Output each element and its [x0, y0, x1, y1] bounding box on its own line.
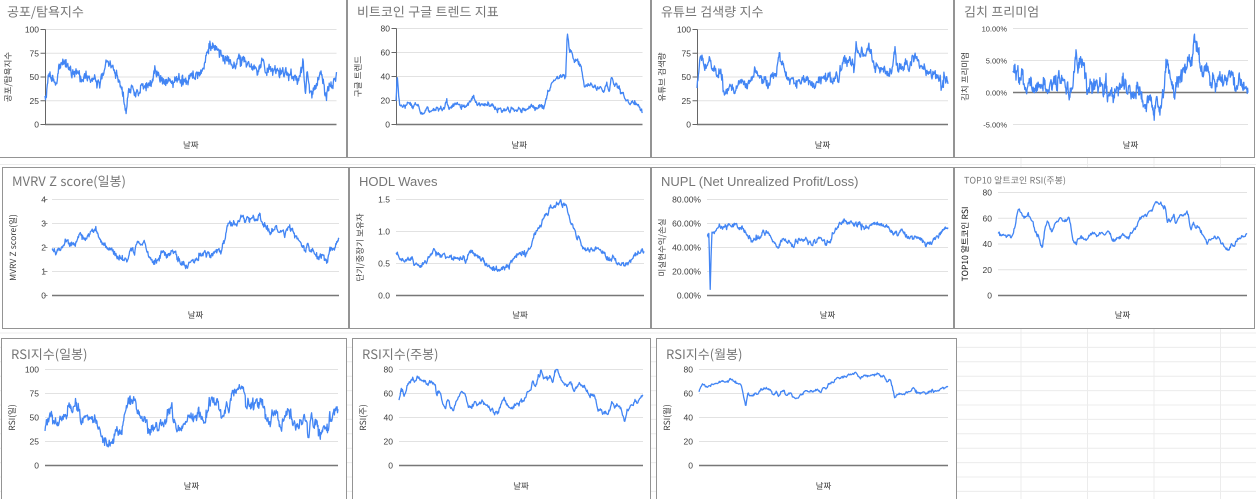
svg-text:2: 2: [41, 243, 46, 253]
svg-text:10.00%: 10.00%: [982, 25, 1008, 34]
svg-text:NUPL (Net Unrealized Profit/Lo: NUPL (Net Unrealized Profit/Loss): [661, 174, 858, 189]
svg-text:0: 0: [686, 120, 691, 130]
svg-text:4: 4: [41, 195, 46, 205]
svg-text:1.0: 1.0: [378, 227, 390, 237]
svg-text:0.0: 0.0: [378, 291, 390, 301]
svg-text:25: 25: [30, 437, 40, 447]
svg-text:-5.00%: -5.00%: [983, 121, 1007, 130]
svg-text:80: 80: [983, 188, 993, 198]
svg-text:80: 80: [381, 24, 391, 34]
svg-text:60.00%: 60.00%: [672, 219, 701, 229]
svg-text:1.5: 1.5: [378, 195, 390, 205]
svg-text:25: 25: [30, 96, 40, 106]
svg-text:3: 3: [41, 219, 46, 229]
svg-text:0: 0: [41, 291, 46, 301]
svg-text:100: 100: [25, 25, 39, 35]
svg-text:0.5: 0.5: [378, 259, 390, 269]
svg-text:80: 80: [384, 365, 394, 375]
svg-text:0: 0: [688, 461, 693, 471]
svg-text:25: 25: [682, 96, 692, 106]
svg-text:60: 60: [381, 48, 391, 58]
svg-text:50: 50: [30, 72, 40, 82]
svg-text:20: 20: [384, 437, 394, 447]
svg-text:20.00%: 20.00%: [672, 267, 701, 277]
svg-text:40: 40: [684, 413, 694, 423]
svg-text:20: 20: [983, 265, 993, 275]
svg-text:60: 60: [983, 213, 993, 223]
svg-text:40: 40: [384, 413, 394, 423]
svg-text:100: 100: [677, 25, 691, 35]
svg-text:50: 50: [682, 72, 692, 82]
svg-text:60: 60: [684, 389, 694, 399]
svg-text:80: 80: [684, 365, 694, 375]
svg-text:0: 0: [385, 120, 390, 130]
svg-text:20: 20: [684, 437, 694, 447]
svg-text:5.00%: 5.00%: [986, 57, 1008, 66]
svg-text:0: 0: [34, 461, 39, 471]
svg-text:HODL Waves: HODL Waves: [359, 174, 438, 189]
svg-text:0: 0: [34, 120, 39, 130]
svg-text:50: 50: [30, 413, 40, 423]
svg-text:40.00%: 40.00%: [672, 243, 701, 253]
svg-text:75: 75: [30, 48, 40, 58]
svg-text:40: 40: [381, 72, 391, 82]
svg-text:75: 75: [682, 48, 692, 58]
svg-text:75: 75: [30, 389, 40, 399]
svg-text:1: 1: [41, 267, 46, 277]
svg-text:0: 0: [987, 291, 992, 301]
svg-text:0: 0: [388, 461, 393, 471]
svg-text:60: 60: [384, 389, 394, 399]
svg-text:100: 100: [25, 365, 39, 375]
svg-text:40: 40: [983, 239, 993, 249]
svg-text:80.00%: 80.00%: [672, 195, 701, 205]
svg-text:0.00%: 0.00%: [677, 291, 702, 301]
svg-text:0.00%: 0.00%: [986, 89, 1008, 98]
svg-text:20: 20: [381, 96, 391, 106]
